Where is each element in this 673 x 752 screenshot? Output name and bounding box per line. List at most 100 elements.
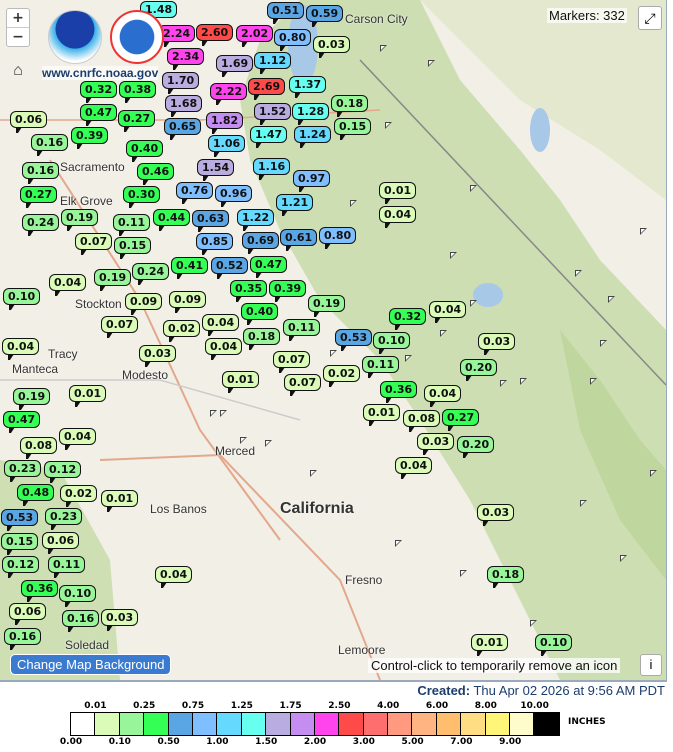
precip-marker[interactable]: 0.18: [487, 566, 525, 588]
precip-marker[interactable]: 0.24: [22, 214, 60, 236]
precip-marker[interactable]: 0.01: [379, 182, 417, 204]
flag-icon[interactable]: [600, 340, 607, 347]
precip-marker[interactable]: 0.19: [13, 388, 51, 410]
precip-marker[interactable]: 0.16: [62, 610, 100, 632]
precip-marker[interactable]: 0.18: [243, 328, 281, 350]
precip-marker[interactable]: 1.37: [289, 76, 327, 98]
precip-marker[interactable]: 0.19: [94, 269, 132, 291]
precip-marker[interactable]: 0.63: [192, 210, 230, 232]
precip-marker[interactable]: 0.16: [31, 134, 69, 156]
precip-marker[interactable]: 0.24: [132, 263, 170, 285]
precipitation-map[interactable]: Carson City Elk Grove Sacramento Stockton Tr…: [0, 0, 667, 682]
expand-icon[interactable]: ⤢: [638, 6, 662, 30]
precip-marker[interactable]: 0.07: [284, 374, 322, 396]
precip-marker[interactable]: 0.20: [457, 436, 495, 458]
precip-marker[interactable]: 0.16: [4, 628, 42, 650]
precip-marker[interactable]: 0.19: [308, 295, 346, 317]
precip-marker[interactable]: 2.22: [210, 83, 248, 105]
precip-marker[interactable]: 0.11: [362, 356, 400, 378]
precip-marker[interactable]: 0.06: [42, 532, 80, 554]
precip-marker[interactable]: 0.47: [80, 104, 118, 126]
precip-marker[interactable]: 0.23: [45, 508, 83, 530]
precip-marker[interactable]: 0.36: [21, 580, 59, 602]
flag-icon[interactable]: [590, 378, 597, 385]
precip-marker[interactable]: 0.39: [269, 280, 307, 302]
precip-marker[interactable]: 0.12: [44, 461, 82, 483]
precip-marker[interactable]: 0.03: [139, 345, 177, 367]
precip-marker[interactable]: 0.76: [176, 182, 214, 204]
flag-icon[interactable]: [575, 270, 582, 277]
precip-marker[interactable]: 0.44: [153, 209, 191, 231]
precip-marker[interactable]: 0.59: [306, 5, 344, 27]
flag-icon[interactable]: [350, 200, 357, 207]
precip-marker[interactable]: 0.85: [196, 233, 234, 255]
precip-marker[interactable]: 0.11: [283, 319, 321, 341]
zoom-in-button[interactable]: +: [12, 10, 24, 26]
precip-marker[interactable]: 0.03: [478, 333, 516, 355]
precip-marker[interactable]: 0.41: [171, 257, 209, 279]
precip-marker[interactable]: 0.36: [380, 381, 418, 403]
flag-icon[interactable]: [380, 45, 387, 52]
precip-marker[interactable]: 0.27: [442, 409, 480, 431]
precip-marker[interactable]: 0.65: [164, 118, 202, 140]
precip-marker[interactable]: 0.20: [460, 359, 498, 381]
precip-marker[interactable]: 1.82: [206, 112, 244, 134]
precip-marker[interactable]: 0.69: [242, 232, 280, 254]
precip-marker[interactable]: 0.96: [215, 185, 253, 207]
flag-icon[interactable]: [210, 410, 217, 417]
precip-marker[interactable]: 0.12: [2, 556, 40, 578]
precip-marker[interactable]: 0.04: [429, 301, 467, 323]
flag-icon[interactable]: [450, 252, 457, 259]
precip-marker[interactable]: 0.30: [123, 186, 161, 208]
precip-marker[interactable]: 0.40: [241, 303, 279, 325]
flag-icon[interactable]: [500, 380, 507, 387]
flag-icon[interactable]: [405, 355, 412, 362]
precip-marker[interactable]: 0.07: [75, 233, 113, 255]
info-button[interactable]: i: [640, 654, 662, 676]
precip-marker[interactable]: 0.03: [313, 36, 351, 58]
home-icon[interactable]: ⌂: [13, 62, 23, 79]
precip-marker[interactable]: 0.06: [10, 111, 48, 133]
precip-marker[interactable]: 0.03: [477, 504, 515, 526]
precip-marker[interactable]: 0.04: [202, 314, 240, 336]
precip-marker[interactable]: 0.53: [1, 509, 39, 531]
precip-marker[interactable]: 0.04: [424, 385, 462, 407]
precip-marker[interactable]: 1.28: [292, 103, 330, 125]
precip-marker[interactable]: 0.10: [3, 288, 41, 310]
flag-icon[interactable]: [470, 185, 477, 192]
precip-marker[interactable]: 0.61: [280, 229, 318, 251]
precip-marker[interactable]: 0.03: [417, 433, 455, 455]
precip-marker[interactable]: 0.01: [222, 371, 260, 393]
precip-marker[interactable]: 0.32: [80, 81, 118, 103]
precip-marker[interactable]: 0.80: [274, 29, 312, 51]
precip-marker[interactable]: 0.23: [4, 460, 42, 482]
precip-marker[interactable]: 0.09: [169, 291, 207, 313]
precip-marker[interactable]: 0.40: [126, 140, 164, 162]
precip-marker[interactable]: 0.53: [335, 329, 373, 351]
precip-marker[interactable]: 0.15: [114, 237, 152, 259]
flag-icon[interactable]: [330, 350, 337, 357]
flag-icon[interactable]: [608, 296, 615, 303]
flag-icon[interactable]: [310, 470, 317, 477]
precip-marker[interactable]: 0.47: [250, 256, 288, 278]
precip-marker[interactable]: 0.08: [20, 437, 58, 459]
precip-marker[interactable]: 0.18: [331, 95, 369, 117]
precip-marker[interactable]: 0.06: [9, 603, 47, 625]
precip-marker[interactable]: 0.01: [471, 634, 509, 656]
precip-marker[interactable]: 0.10: [373, 332, 411, 354]
precip-marker[interactable]: 0.39: [71, 127, 109, 149]
precip-marker[interactable]: 0.52: [211, 257, 249, 279]
zoom-out-button[interactable]: −: [7, 27, 29, 46]
precip-marker[interactable]: 1.70: [162, 72, 200, 94]
precip-marker[interactable]: 2.60: [196, 24, 234, 46]
precip-marker[interactable]: 0.02: [163, 320, 201, 342]
precip-marker[interactable]: 2.02: [236, 25, 274, 47]
precip-marker[interactable]: 0.07: [273, 351, 311, 373]
precip-marker[interactable]: 0.19: [61, 209, 99, 231]
flag-icon[interactable]: [520, 378, 527, 385]
precip-marker[interactable]: 0.16: [22, 162, 60, 184]
precip-marker[interactable]: 0.08: [403, 410, 441, 432]
precip-marker[interactable]: 2.69: [248, 78, 286, 100]
flag-icon[interactable]: [620, 555, 627, 562]
precip-marker[interactable]: 0.10: [59, 585, 97, 607]
